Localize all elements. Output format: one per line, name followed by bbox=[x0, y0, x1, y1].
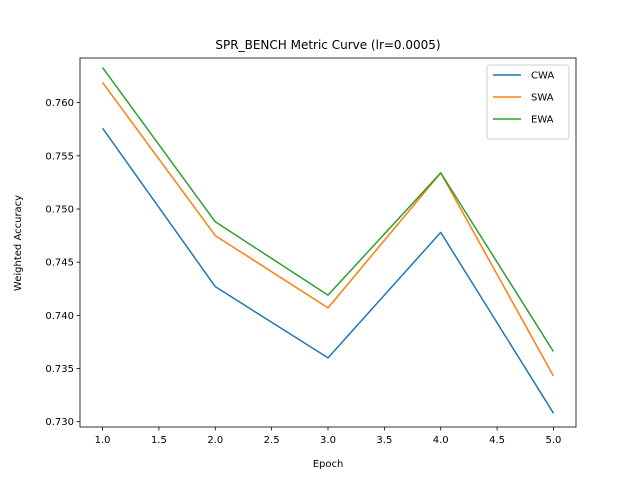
y-tick-label: 0.755 bbox=[45, 151, 74, 162]
legend-label-cwa: CWA bbox=[531, 71, 554, 82]
y-axis-label: Weighted Accuracy bbox=[13, 195, 24, 291]
x-tick-label: 2.5 bbox=[264, 435, 280, 446]
y-tick-label: 0.730 bbox=[45, 417, 74, 428]
series-line-ewa bbox=[101, 67, 555, 352]
x-tick-label: 4.5 bbox=[489, 435, 505, 446]
x-tick-label: 3.5 bbox=[376, 435, 392, 446]
legend-label-ewa: EWA bbox=[531, 115, 554, 126]
y-axis: 0.730 0.735 0.740 0.745 0.750 0.755 0.760 bbox=[45, 98, 80, 428]
x-axis: 1.0 1.5 2.0 2.5 3.0 3.5 4.0 4.5 5.0 bbox=[95, 427, 562, 446]
series-line-swa bbox=[101, 82, 555, 377]
x-tick-label: 4.0 bbox=[433, 435, 449, 446]
y-tick-label: 0.745 bbox=[45, 258, 74, 269]
chart-title: SPR_BENCH Metric Curve (lr=0.0005) bbox=[215, 38, 440, 52]
y-tick-label: 0.760 bbox=[45, 98, 74, 109]
y-tick-label: 0.735 bbox=[45, 364, 74, 375]
x-tick-label: 3.0 bbox=[320, 435, 336, 446]
x-tick-label: 1.0 bbox=[95, 435, 111, 446]
legend-label-swa: SWA bbox=[531, 93, 554, 104]
x-tick-label: 2.0 bbox=[207, 435, 223, 446]
series-lines bbox=[101, 67, 555, 414]
legend-box bbox=[486, 64, 570, 140]
legend: CWA SWA EWA bbox=[486, 64, 570, 140]
x-axis-label: Epoch bbox=[313, 459, 344, 470]
series-line-cwa bbox=[101, 127, 555, 414]
x-tick-label: 1.5 bbox=[151, 435, 167, 446]
y-tick-label: 0.740 bbox=[45, 311, 74, 322]
x-tick-label: 5.0 bbox=[546, 435, 562, 446]
y-tick-label: 0.750 bbox=[45, 205, 74, 216]
